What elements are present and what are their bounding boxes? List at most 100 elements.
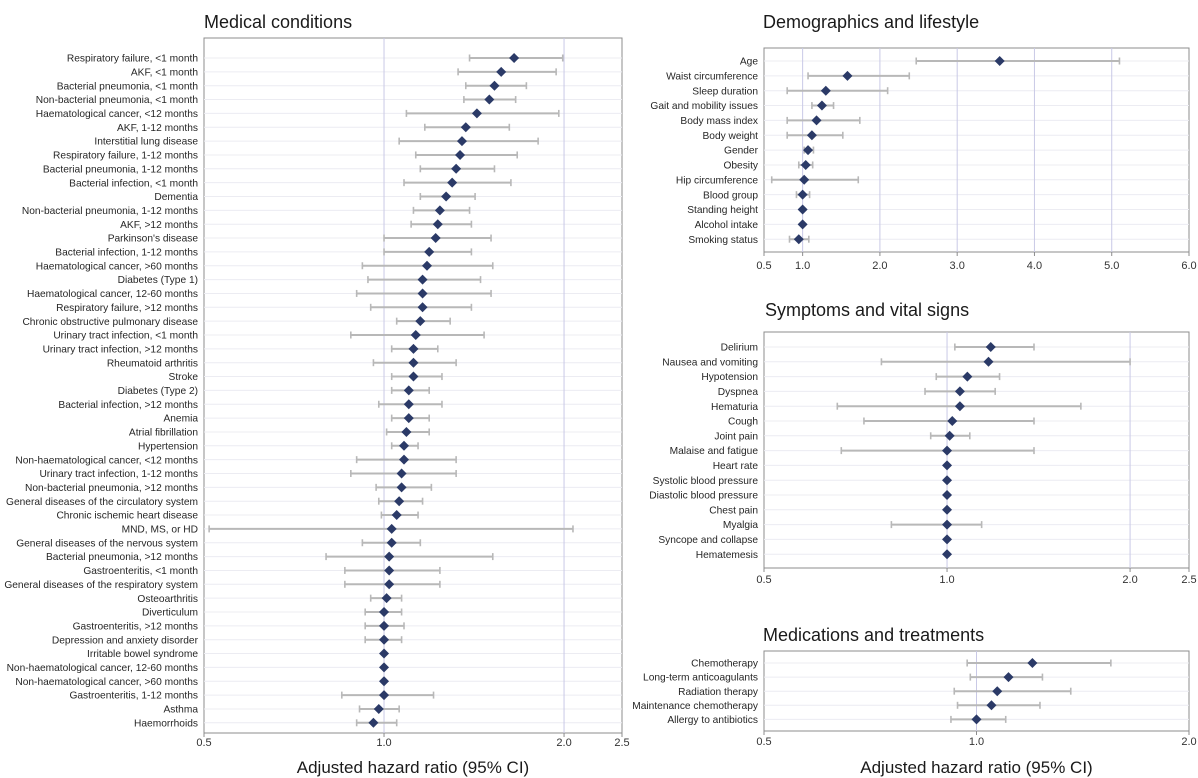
hazard-ratio-marker [460, 122, 471, 133]
x-tick-label: 2.5 [1181, 574, 1196, 586]
row-label: Bacterial pneumonia, <1 month [57, 81, 198, 92]
hazard-ratio-marker [842, 70, 853, 81]
hazard-ratio-marker [417, 302, 428, 313]
row-label: General diseases of the circulatory syst… [6, 497, 198, 508]
hazard-ratio-marker [424, 246, 435, 257]
row-label: Chemotherapy [691, 659, 759, 670]
hazard-ratio-marker [391, 510, 402, 521]
row-label: Non-haematological cancer, >60 months [15, 677, 198, 688]
row-label: Radiation therapy [678, 687, 759, 698]
hazard-ratio-marker [942, 490, 953, 500]
row-label: AKF, 1-12 months [117, 123, 198, 134]
hazard-ratio-marker [399, 454, 410, 465]
row-label: Dyspnea [718, 387, 759, 398]
row-label: Blood group [703, 190, 758, 201]
hazard-ratio-marker [471, 108, 482, 119]
row-label: Bacterial pneumonia, 1-12 months [43, 164, 198, 175]
row-label: Respiratory failure, <1 month [67, 54, 198, 65]
hazard-ratio-marker [489, 80, 500, 91]
hazard-ratio-marker [441, 191, 452, 202]
row-label: Long-term anticoagulants [643, 673, 758, 684]
row-label: General diseases of the respiratory syst… [4, 580, 198, 591]
row-label: Haematological cancer, 12-60 months [27, 289, 198, 300]
x-tick-label: 0.5 [756, 574, 771, 586]
hazard-ratio-marker [942, 534, 953, 545]
row-label: Heart rate [713, 461, 759, 472]
row-label: Nausea and vomiting [662, 357, 758, 368]
x-tick-label: 2.5 [614, 737, 629, 749]
row-label: Osteoarthritis [137, 594, 198, 605]
hazard-ratio-marker [379, 634, 390, 645]
row-label: Bacterial infection, 1-12 months [55, 248, 198, 259]
hazard-ratio-marker [797, 204, 808, 215]
hazard-ratio-marker [386, 537, 397, 548]
hazard-ratio-marker [942, 549, 953, 560]
row-label: Joint pain [714, 431, 758, 442]
panel-title-demographics: Demographics and lifestyle [763, 12, 980, 32]
row-label: Gastroenteritis, 1-12 months [69, 691, 198, 702]
row-label: Gender [724, 146, 759, 157]
hazard-ratio-marker [394, 496, 405, 507]
row-label: Rheumatoid arthritis [107, 358, 198, 369]
hazard-ratio-marker [1027, 658, 1038, 668]
row-label: Non-haematological cancer, <12 months [15, 455, 198, 466]
hazard-ratio-marker [816, 100, 827, 111]
hazard-ratio-marker [797, 219, 808, 230]
hazard-ratio-marker [496, 66, 507, 77]
hazard-ratio-marker [415, 316, 426, 327]
hazard-ratio-marker [1003, 672, 1014, 683]
hazard-ratio-marker [484, 94, 495, 105]
row-label: Systolic blood pressure [653, 476, 759, 487]
row-label: Chronic obstructive pulmonary disease [22, 317, 198, 328]
hazard-ratio-marker [384, 579, 395, 590]
hazard-ratio-marker [944, 430, 955, 441]
hazard-ratio-marker [417, 274, 428, 285]
row-label: AKF, <1 month [131, 67, 198, 78]
x-tick-label: 2.0 [556, 737, 571, 749]
row-label: Obesity [723, 161, 758, 172]
panel-title-medications: Medications and treatments [763, 625, 985, 645]
row-label: Non-bacterial pneumonia, 1-12 months [22, 206, 198, 217]
x-tick-label: 1.0 [376, 737, 391, 749]
hazard-ratio-marker [806, 130, 817, 141]
hazard-ratio-marker [403, 399, 414, 410]
hazard-ratio-marker [373, 703, 384, 714]
hazard-ratio-marker [986, 700, 997, 711]
x-tick-label: 2.0 [872, 260, 887, 272]
hazard-ratio-marker [384, 565, 395, 576]
x-tick-label: 0.5 [756, 736, 771, 748]
panel-title-medical-conditions: Medical conditions [204, 12, 353, 32]
hazard-ratio-marker [985, 342, 996, 352]
hazard-ratio-marker [456, 136, 467, 147]
x-tick-label: 5.0 [1104, 260, 1119, 272]
row-label: Bacterial pneumonia, >12 months [46, 552, 198, 563]
row-label: Hypotension [701, 372, 758, 383]
hazard-ratio-marker [451, 163, 462, 174]
hazard-ratio-marker [408, 343, 419, 354]
row-label: Haemorrhoids [134, 718, 198, 729]
hazard-ratio-marker [432, 219, 443, 230]
row-label: Alcohol intake [695, 220, 759, 231]
row-label: Respiratory failure, >12 months [56, 303, 198, 314]
row-label: Waist circumference [666, 71, 758, 82]
x-axis-label-left: Adjusted hazard ratio (95% CI) [296, 758, 530, 777]
row-label: Interstitial lung disease [94, 137, 198, 148]
row-label: Chest pain [709, 505, 758, 516]
row-label: Chronic ischemic heart disease [56, 511, 198, 522]
hazard-ratio-marker [803, 145, 814, 156]
row-label: Irritable bowel syndrome [87, 649, 198, 660]
hazard-ratio-marker [942, 519, 953, 530]
hazard-ratio-marker [793, 234, 804, 245]
hazard-ratio-marker [401, 426, 412, 437]
x-tick-label: 1.0 [939, 574, 954, 586]
row-label: Syncope and collapse [658, 535, 758, 546]
hazard-ratio-marker [962, 371, 973, 382]
hazard-ratio-marker [379, 620, 390, 631]
hazard-ratio-marker [509, 53, 520, 63]
row-label: Bacterial infection, <1 month [69, 178, 198, 189]
row-label: Diastolic blood pressure [649, 491, 758, 502]
row-label: Smoking status [688, 235, 758, 246]
row-label: Gastroenteritis, >12 months [73, 621, 198, 632]
row-label: Respiratory failure, 1-12 months [53, 151, 198, 162]
